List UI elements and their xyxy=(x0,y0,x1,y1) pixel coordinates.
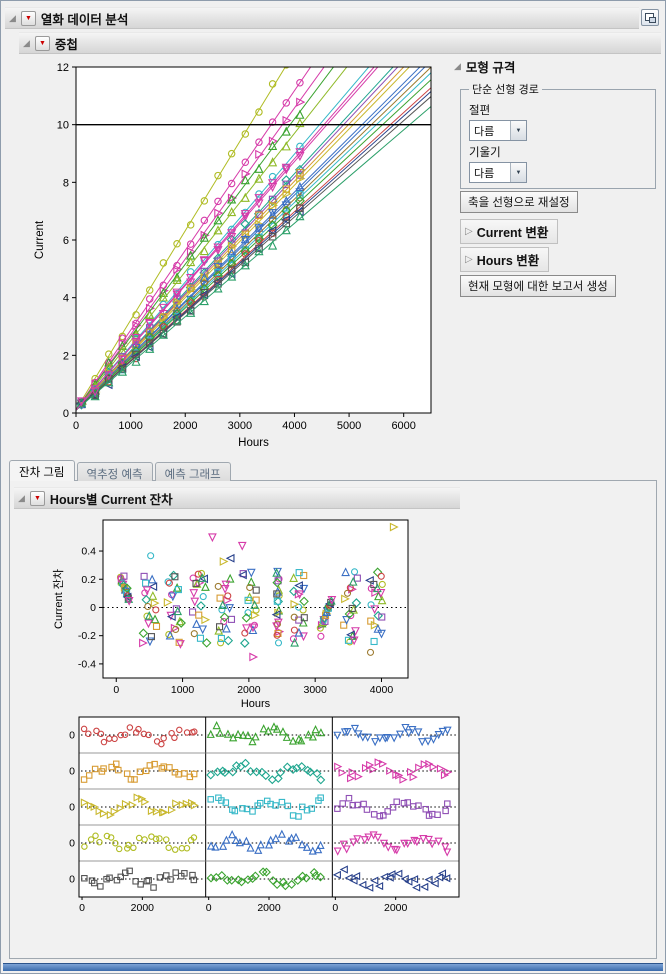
slope-dropdown[interactable]: 다름 ▼ xyxy=(469,162,527,183)
slope-label: 기울기 xyxy=(469,147,501,159)
svg-text:0: 0 xyxy=(69,874,75,886)
svg-text:Current 잔차: Current 잔차 xyxy=(52,569,65,629)
svg-text:6: 6 xyxy=(63,235,69,247)
svg-text:0.2: 0.2 xyxy=(81,574,96,586)
svg-text:0: 0 xyxy=(69,802,75,814)
model-spec-title: 모형 규격 xyxy=(465,60,516,75)
svg-text:0: 0 xyxy=(69,838,75,850)
svg-text:2000: 2000 xyxy=(131,902,155,914)
svg-text:Hours: Hours xyxy=(241,698,271,710)
hours-transform-disclosure[interactable]: ▷ Hours 변환 xyxy=(460,247,550,272)
residual-section-header: ◢ ▼ Hours별 Current 잔차 xyxy=(14,487,460,509)
disclosure-open-icon[interactable]: ◢ xyxy=(18,492,25,503)
model-spec-panel: ◢ 모형 규격 단순 선형 경로 절편 다름 ▼ 기울기 다름 ▼ 축을 선형으… xyxy=(454,57,660,297)
svg-text:0: 0 xyxy=(113,684,119,696)
chevron-down-icon: ▼ xyxy=(510,121,526,140)
svg-text:3000: 3000 xyxy=(228,420,252,432)
report-header: ◢ ▼ 열화 데이터 분석 xyxy=(5,7,639,29)
red-triangle-menu-icon[interactable]: ▼ xyxy=(20,10,36,26)
svg-text:2: 2 xyxy=(63,350,69,362)
simple-linear-path-group: 단순 선형 경로 절편 다름 ▼ 기울기 다름 ▼ xyxy=(460,81,656,189)
svg-text:0: 0 xyxy=(79,902,85,914)
window-bottom-bar xyxy=(3,963,663,971)
svg-text:2000: 2000 xyxy=(173,420,197,432)
svg-text:0: 0 xyxy=(90,602,96,614)
slope-value: 다름 xyxy=(474,168,495,180)
svg-text:0: 0 xyxy=(69,730,75,742)
svg-text:2000: 2000 xyxy=(237,684,261,696)
red-triangle-menu-icon[interactable]: ▼ xyxy=(34,35,50,51)
residual-scatter-plot[interactable]: 0 1000 2000 3000 4000 -0.4 -0.2 0 0.2 0.4 Hours Cur… xyxy=(48,509,440,711)
intercept-dropdown[interactable]: 다름 ▼ xyxy=(469,120,527,141)
svg-text:Current: Current xyxy=(34,220,46,259)
tab-inverse-prediction[interactable]: 역추정 예측 xyxy=(76,462,153,481)
page-title: 열화 데이터 분석 xyxy=(40,12,129,27)
svg-text:1000: 1000 xyxy=(171,684,195,696)
svg-text:Hours: Hours xyxy=(238,437,269,449)
intercept-label: 절편 xyxy=(469,105,491,117)
svg-text:0: 0 xyxy=(206,902,212,914)
tab-prediction-graph[interactable]: 예측 그래프 xyxy=(154,462,231,481)
hours-transform-label: Hours 변환 xyxy=(476,254,540,268)
svg-text:4: 4 xyxy=(63,293,69,305)
reset-axes-button[interactable]: 축을 선형으로 재설정 xyxy=(460,191,578,213)
window-link-icon[interactable] xyxy=(641,9,659,26)
current-transform-disclosure[interactable]: ▷ Current 변환 xyxy=(460,219,559,244)
disclosure-closed-icon: ▷ xyxy=(465,253,473,265)
svg-text:6000: 6000 xyxy=(391,420,415,432)
residual-section-title: Hours별 Current 잔차 xyxy=(49,492,173,507)
current-transform-label: Current 변환 xyxy=(476,226,549,240)
svg-text:12: 12 xyxy=(57,62,69,74)
disclosure-open-icon[interactable]: ◢ xyxy=(9,12,16,23)
svg-text:0.4: 0.4 xyxy=(81,546,96,558)
group-title: 단순 선형 경로 xyxy=(472,84,539,96)
svg-text:4000: 4000 xyxy=(370,684,394,696)
svg-text:4000: 4000 xyxy=(282,420,306,432)
residual-grid-plot[interactable]: 0 0 0 0 0 0 2000 0 2000 0 2000 xyxy=(62,715,466,917)
residual-tab-panel: ◢ ▼ Hours별 Current 잔차 0 1000 2000 3000 4000 -… xyxy=(9,480,657,959)
svg-text:0: 0 xyxy=(332,902,338,914)
intercept-value: 다름 xyxy=(474,126,495,138)
disclosure-open-icon[interactable]: ◢ xyxy=(23,37,30,48)
overlay-section-title: 중첩 xyxy=(54,37,78,52)
svg-text:0: 0 xyxy=(73,420,79,432)
svg-text:-0.4: -0.4 xyxy=(78,658,96,670)
disclosure-open-icon[interactable]: ◢ xyxy=(454,60,461,71)
red-triangle-menu-icon[interactable]: ▼ xyxy=(29,490,45,506)
disclosure-closed-icon: ▷ xyxy=(465,225,473,237)
overlay-section-header: ◢ ▼ 중첩 xyxy=(19,32,661,54)
svg-text:-0.2: -0.2 xyxy=(78,630,96,642)
chevron-down-icon: ▼ xyxy=(510,163,526,182)
overlay-plot[interactable]: 0 1000 2000 3000 4000 5000 6000 0 2 4 6 8 10 12 Hours C… xyxy=(29,57,441,457)
svg-text:8: 8 xyxy=(63,177,69,189)
svg-text:0: 0 xyxy=(63,408,69,420)
residual-tabs: 잔차 그림 역추정 예측 예측 그래프 xyxy=(9,460,233,481)
model-spec-header: ◢ 모형 규격 xyxy=(454,57,660,75)
tab-residual-plot[interactable]: 잔차 그림 xyxy=(9,460,75,481)
svg-text:0: 0 xyxy=(69,766,75,778)
svg-text:2000: 2000 xyxy=(257,902,281,914)
svg-text:1000: 1000 xyxy=(118,420,142,432)
window-glyph-small xyxy=(649,17,656,23)
svg-text:3000: 3000 xyxy=(303,684,327,696)
generate-report-button[interactable]: 현재 모형에 대한 보고서 생성 xyxy=(460,275,616,297)
svg-text:2000: 2000 xyxy=(384,902,408,914)
svg-text:5000: 5000 xyxy=(337,420,361,432)
svg-text:10: 10 xyxy=(57,120,69,132)
